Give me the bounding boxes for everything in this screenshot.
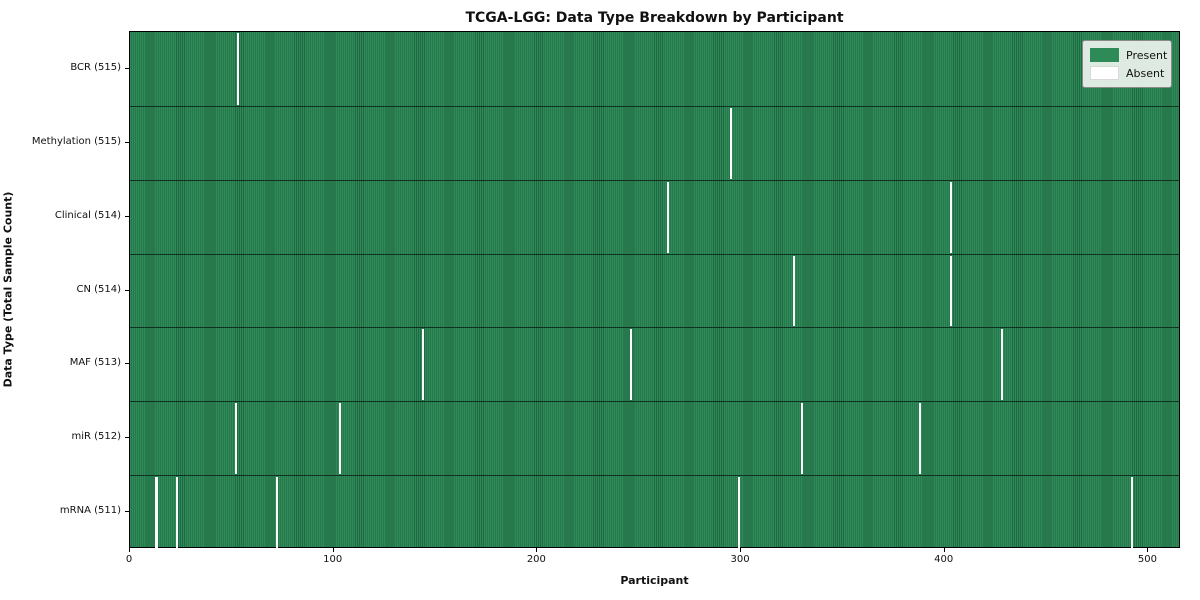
absent-marker-miR-388 — [919, 403, 922, 475]
absent-marker-miR-103 — [338, 403, 341, 475]
heatmap-row-miR — [130, 401, 1179, 475]
x-tick-mark — [1147, 548, 1149, 552]
y-tick-mark — [125, 215, 129, 217]
x-tick-label-0: 0 — [125, 554, 133, 565]
y-tick-label-BCR: BCR (515) — [70, 61, 121, 73]
absent-marker-mRNA-299 — [738, 477, 741, 548]
absent-marker-mRNA-13 — [155, 477, 158, 548]
y-tick-label-CN: CN (514) — [76, 283, 121, 295]
x-tick-mark — [536, 548, 538, 552]
heatmap-row-mRNA — [130, 475, 1179, 549]
y-tick-label-mRNA: mRNA (511) — [59, 505, 121, 517]
chart-title: TCGA-LGG: Data Type Breakdown by Partici… — [465, 10, 844, 26]
absent-swatch-icon — [1090, 66, 1119, 80]
y-tick-mark — [125, 289, 129, 291]
x-tick-label-400: 400 — [934, 554, 954, 565]
absent-marker-MAF-428 — [1000, 329, 1003, 401]
y-tick-mark — [125, 511, 129, 513]
y-tick-label-MAF: MAF (513) — [69, 357, 121, 369]
absent-marker-CN-403 — [949, 255, 953, 327]
heatmap-row-CN — [130, 253, 1179, 328]
heatmap-row-Methylation — [130, 105, 1179, 180]
y-tick-mark — [125, 437, 129, 439]
absent-marker-Clinical-403 — [949, 181, 953, 253]
y-tick-mark — [125, 363, 129, 365]
x-tick-label-200: 200 — [526, 554, 546, 565]
heatmap-row-MAF — [130, 327, 1179, 401]
absent-marker-MAF-144 — [422, 329, 425, 401]
x-tick-label-100: 100 — [323, 554, 343, 565]
absent-marker-miR-330 — [801, 403, 804, 475]
absent-marker-CN-326 — [793, 255, 796, 327]
x-tick-mark — [740, 548, 742, 552]
absent-marker-Methylation-295 — [729, 107, 733, 179]
y-tick-label-Clinical: Clinical (514) — [54, 209, 121, 221]
absent-marker-mRNA-72 — [275, 477, 278, 548]
x-tick-label-500: 500 — [1137, 554, 1157, 565]
legend: Present Absent — [1082, 40, 1172, 88]
present-swatch-icon — [1090, 48, 1119, 62]
absent-marker-Clinical-264 — [666, 181, 669, 253]
y-tick-label-miR: miR (512) — [71, 431, 121, 443]
x-tick-mark — [129, 548, 130, 552]
y-tick-mark — [125, 141, 129, 143]
legend-entry-present: Present — [1090, 46, 1168, 64]
absent-marker-mRNA-492 — [1131, 477, 1134, 548]
heatmap-row-Clinical — [130, 179, 1179, 254]
legend-label-present: Present — [1126, 48, 1168, 62]
plot-area — [129, 31, 1180, 548]
x-tick-mark — [943, 548, 945, 552]
x-axis-label: Participant — [620, 574, 689, 587]
legend-label-absent: Absent — [1126, 66, 1165, 80]
y-tick-label-Methylation: Methylation (515) — [31, 135, 121, 147]
heatmap-row-BCR — [130, 32, 1179, 106]
absent-marker-BCR-53 — [236, 33, 240, 105]
x-tick-mark — [332, 548, 334, 552]
absent-marker-MAF-246 — [630, 329, 633, 401]
absent-marker-mRNA-23 — [175, 477, 179, 548]
y-tick-mark — [125, 67, 129, 69]
absent-marker-miR-52 — [234, 403, 238, 475]
x-tick-label-300: 300 — [730, 554, 750, 565]
legend-entry-absent: Absent — [1090, 64, 1164, 82]
